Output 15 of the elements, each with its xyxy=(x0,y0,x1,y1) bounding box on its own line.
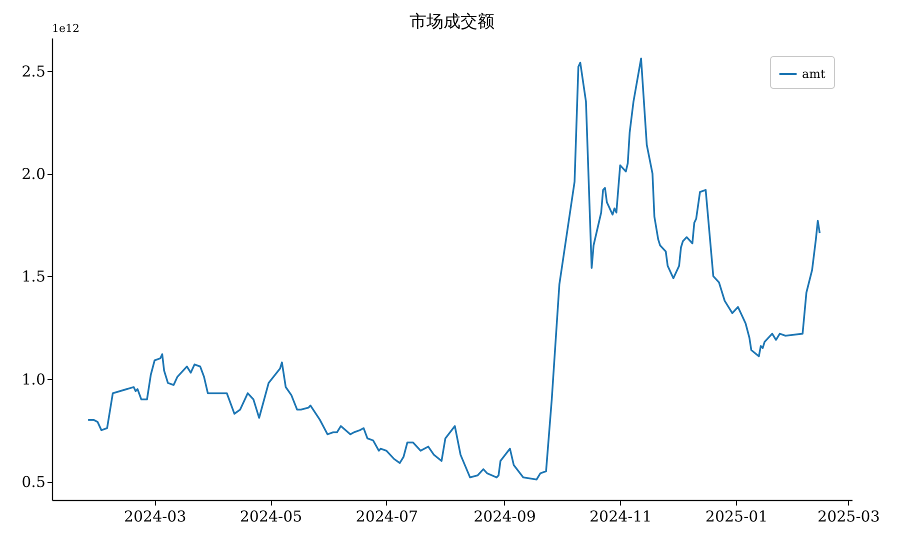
y-tick-label: 1.0 xyxy=(22,370,46,388)
x-tick-label: 2025-01 xyxy=(705,508,768,526)
x-tick-label: 2024-09 xyxy=(474,508,536,526)
x-tick-label: 2025-03 xyxy=(818,508,880,526)
x-tick-label: 2024-05 xyxy=(240,508,302,526)
y-tick-label: 0.5 xyxy=(22,473,46,492)
legend-label: amt xyxy=(802,67,826,81)
x-tick-label: 2024-07 xyxy=(356,508,418,526)
y-tick-label: 2.0 xyxy=(22,165,46,184)
chart-title: 市场成交额 xyxy=(410,12,494,32)
y-tick-label: 1.5 xyxy=(22,268,46,286)
text: 1e12 xyxy=(52,22,80,35)
x-tick-label: 2024-11 xyxy=(590,508,652,526)
y-tick-label: 2.5 xyxy=(22,62,46,80)
x-tick-label: 2024-03 xyxy=(124,508,186,526)
